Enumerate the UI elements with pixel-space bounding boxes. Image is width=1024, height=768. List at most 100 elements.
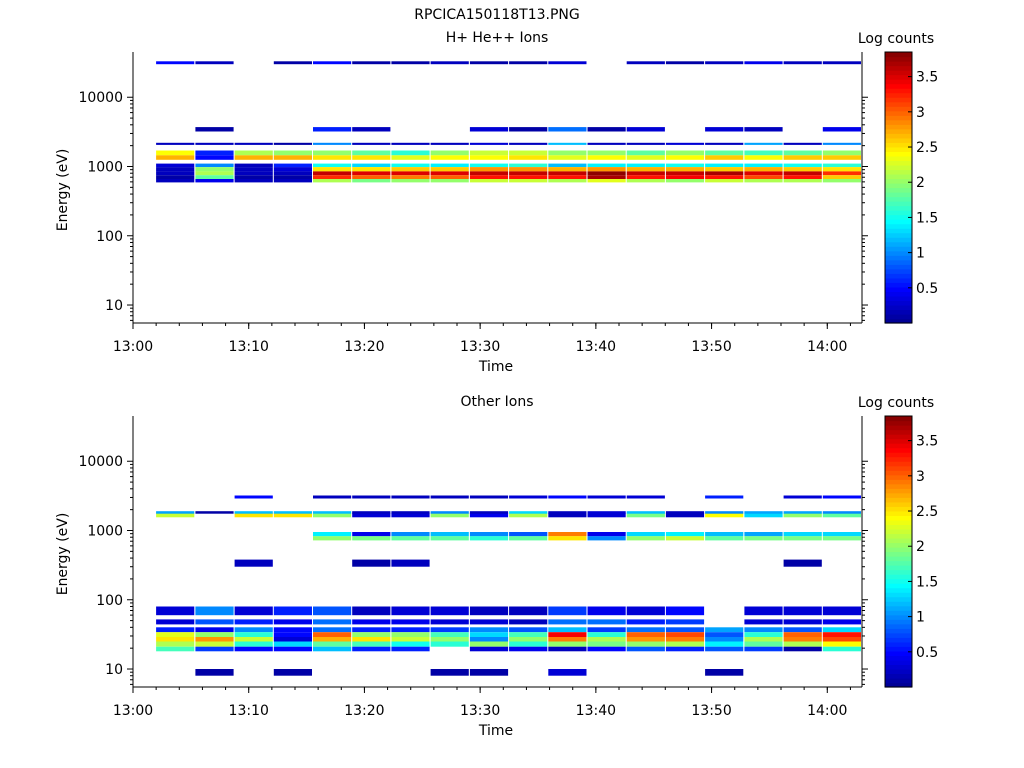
heatmap-cell bbox=[626, 536, 665, 541]
heatmap-cell bbox=[626, 179, 665, 183]
heatmap-cell bbox=[626, 511, 665, 514]
heatmap-cell bbox=[822, 637, 861, 642]
heatmap-cell bbox=[195, 175, 234, 179]
colorbar-segment bbox=[885, 304, 912, 311]
colorbar-segment bbox=[885, 497, 912, 503]
heatmap-cell bbox=[509, 637, 548, 642]
heatmap-cell bbox=[783, 637, 822, 642]
heatmap-cell bbox=[195, 669, 234, 676]
colorbar-segment bbox=[885, 97, 912, 103]
heatmap-cell bbox=[391, 637, 430, 642]
heatmap-cell bbox=[509, 641, 548, 647]
colorbar-segment bbox=[885, 187, 912, 193]
heatmap-cell bbox=[665, 637, 705, 642]
heatmap-cell bbox=[587, 627, 626, 633]
heatmap-cell bbox=[783, 512, 822, 518]
colorbar-segment bbox=[885, 470, 912, 476]
heatmap-cell bbox=[587, 536, 626, 541]
colorbar-segment bbox=[885, 219, 912, 225]
heatmap-cell bbox=[587, 142, 626, 145]
colorbar-segment bbox=[885, 492, 912, 498]
heatmap-cell bbox=[783, 495, 822, 499]
heatmap-cell bbox=[665, 606, 705, 616]
heatmap-cell bbox=[352, 142, 391, 145]
x-tick-label: 13:40 bbox=[576, 339, 616, 355]
heatmap-cell bbox=[509, 167, 548, 172]
colorbar-segment bbox=[885, 110, 912, 116]
heatmap-cell bbox=[509, 495, 548, 499]
plot-axes: 13:00 13:10 13:20 13:30 13:40 13:50 14:00 10 100… bbox=[78, 416, 868, 719]
heatmap-cell bbox=[822, 163, 861, 168]
heatmap-cell bbox=[469, 536, 509, 541]
colorbar-tick-label: 2 bbox=[916, 175, 925, 191]
heatmap-cell bbox=[156, 171, 195, 176]
heatmap-cell bbox=[744, 171, 783, 176]
heatmap-cell bbox=[273, 627, 312, 633]
colorbar-segment bbox=[885, 474, 912, 480]
heatmap-cell bbox=[469, 627, 509, 633]
heatmap-cell bbox=[156, 163, 195, 168]
heatmap-cell bbox=[313, 532, 352, 537]
heatmap-cell bbox=[273, 167, 312, 172]
heatmap-cell bbox=[783, 646, 822, 652]
heatmap-cell bbox=[744, 127, 783, 132]
colorbar-segment bbox=[885, 250, 912, 256]
heatmap-cell bbox=[195, 641, 234, 647]
heatmap-cell bbox=[705, 536, 744, 541]
heatmap-cell bbox=[156, 606, 195, 616]
heatmap-cell bbox=[430, 532, 469, 537]
heatmap-cell bbox=[273, 150, 312, 156]
heatmap-cell bbox=[391, 175, 430, 179]
heatmap-cell bbox=[744, 532, 783, 537]
heatmap-cell bbox=[273, 512, 312, 518]
heatmap-cell bbox=[783, 619, 822, 625]
heatmap-cell bbox=[822, 641, 861, 647]
heatmap-cell bbox=[548, 669, 587, 676]
colorbar-segment bbox=[885, 318, 912, 324]
heatmap-cell bbox=[195, 127, 234, 132]
heatmap-cell bbox=[587, 495, 626, 499]
colorbar-segment bbox=[885, 646, 912, 652]
heatmap-cell bbox=[587, 619, 626, 625]
heatmap-cell bbox=[626, 532, 665, 537]
colorbar-tick-label: 2 bbox=[916, 539, 925, 555]
heatmap-cell bbox=[548, 606, 587, 616]
heatmap-cell bbox=[783, 142, 822, 145]
heatmap-cell bbox=[744, 150, 783, 156]
heatmap-cell bbox=[156, 646, 195, 652]
heatmap-cell bbox=[509, 627, 548, 633]
heatmap-cell bbox=[626, 637, 665, 642]
colorbar-segment bbox=[885, 452, 912, 458]
heatmap-cell bbox=[313, 495, 352, 499]
heatmap-cell bbox=[626, 163, 665, 168]
x-tick-label: 13:10 bbox=[229, 339, 269, 355]
colorbar-segment bbox=[885, 601, 912, 607]
heatmap-cell bbox=[783, 511, 822, 514]
heatmap-cell bbox=[313, 606, 352, 616]
heatmap-cell bbox=[469, 606, 509, 616]
colorbar-segment bbox=[885, 619, 912, 625]
heatmap-cell bbox=[705, 512, 744, 518]
heatmap-cell bbox=[548, 150, 587, 156]
colorbar-segment bbox=[885, 291, 912, 297]
heatmap-cell bbox=[430, 641, 469, 647]
heatmap-cell bbox=[783, 163, 822, 168]
heatmap-cells bbox=[156, 61, 861, 183]
heatmap-cell bbox=[391, 495, 430, 499]
heatmap-cell bbox=[822, 511, 861, 514]
heatmap-cell bbox=[822, 127, 861, 132]
colorbar-segment bbox=[885, 434, 912, 440]
plot-axes: 13:00 13:10 13:20 13:30 13:40 13:50 14:00 10 100… bbox=[78, 52, 868, 355]
heatmap-cell bbox=[273, 641, 312, 647]
colorbar-segment bbox=[885, 673, 912, 679]
colorbar-segment bbox=[885, 115, 912, 121]
heatmap-cell bbox=[822, 150, 861, 156]
heatmap-cell bbox=[783, 632, 822, 637]
heatmap-cell bbox=[509, 512, 548, 518]
heatmap-cell bbox=[469, 171, 509, 176]
heatmap-cell bbox=[744, 175, 783, 179]
heatmap-cell bbox=[469, 632, 509, 637]
colorbar-segment bbox=[885, 83, 912, 89]
heatmap-cell bbox=[273, 511, 312, 514]
